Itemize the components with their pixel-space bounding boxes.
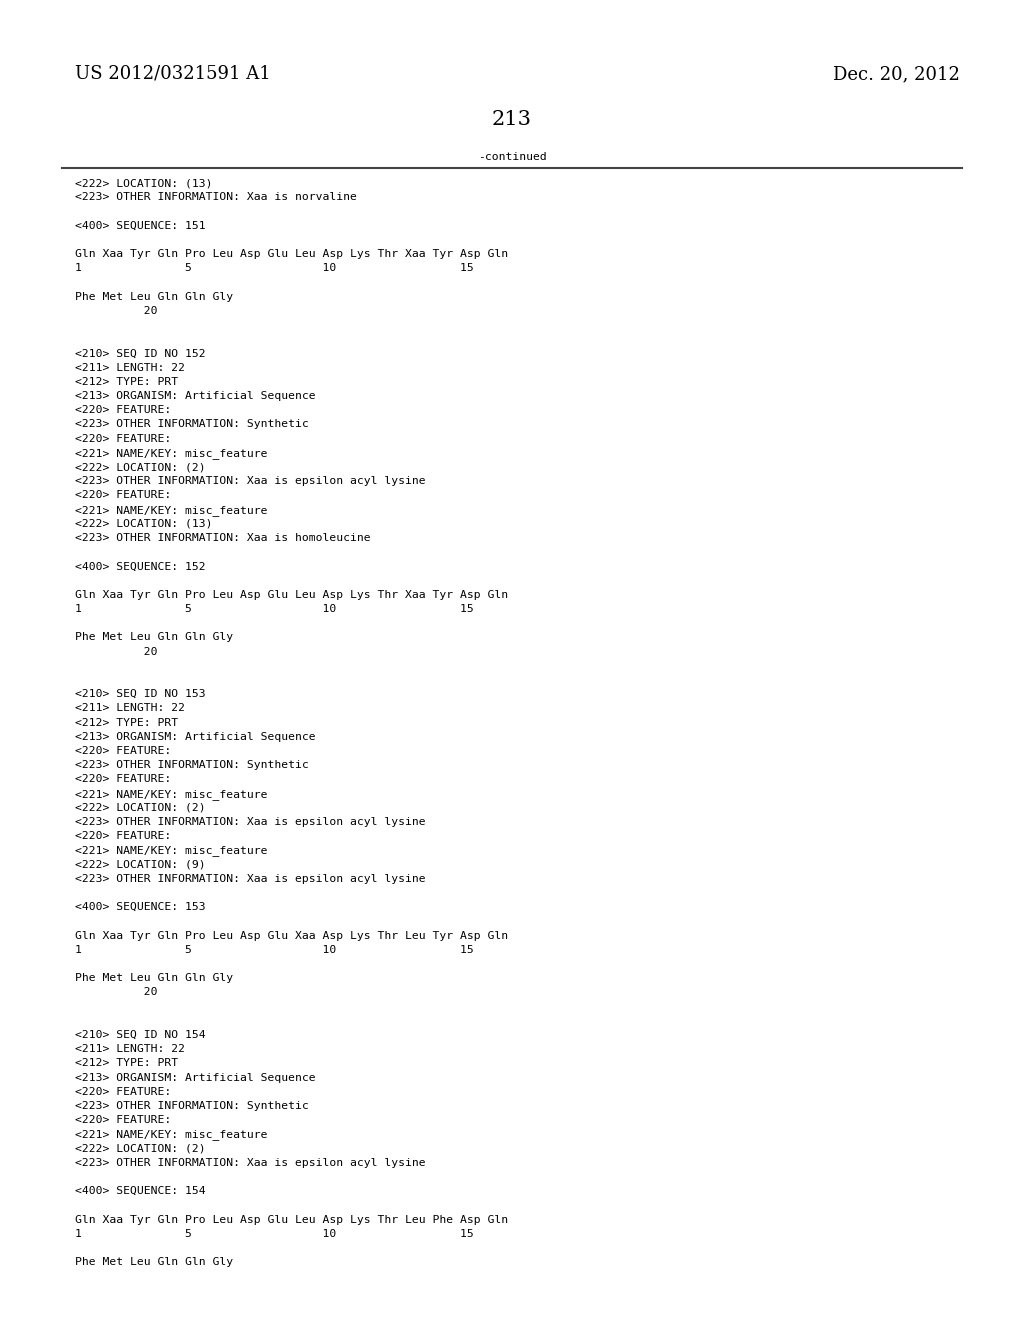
Text: <221> NAME/KEY: misc_feature: <221> NAME/KEY: misc_feature <box>75 447 267 459</box>
Text: Phe Met Leu Gln Gln Gly: Phe Met Leu Gln Gln Gly <box>75 632 233 643</box>
Text: 1               5                   10                  15: 1 5 10 15 <box>75 263 474 273</box>
Text: Dec. 20, 2012: Dec. 20, 2012 <box>834 65 961 83</box>
Text: <212> TYPE: PRT: <212> TYPE: PRT <box>75 1059 178 1068</box>
Text: <221> NAME/KEY: misc_feature: <221> NAME/KEY: misc_feature <box>75 504 267 516</box>
Text: <223> OTHER INFORMATION: Synthetic: <223> OTHER INFORMATION: Synthetic <box>75 1101 309 1111</box>
Text: -continued: -continued <box>477 152 547 162</box>
Text: <223> OTHER INFORMATION: Xaa is norvaline: <223> OTHER INFORMATION: Xaa is norvalin… <box>75 193 357 202</box>
Text: <400> SEQUENCE: 154: <400> SEQUENCE: 154 <box>75 1187 206 1196</box>
Text: 1               5                   10                  15: 1 5 10 15 <box>75 1229 474 1238</box>
Text: <220> FEATURE:: <220> FEATURE: <box>75 746 171 756</box>
Text: <212> TYPE: PRT: <212> TYPE: PRT <box>75 376 178 387</box>
Text: <210> SEQ ID NO 154: <210> SEQ ID NO 154 <box>75 1030 206 1040</box>
Text: <213> ORGANISM: Artificial Sequence: <213> ORGANISM: Artificial Sequence <box>75 391 315 401</box>
Text: <400> SEQUENCE: 153: <400> SEQUENCE: 153 <box>75 902 206 912</box>
Text: <222> LOCATION: (2): <222> LOCATION: (2) <box>75 462 206 473</box>
Text: <210> SEQ ID NO 152: <210> SEQ ID NO 152 <box>75 348 206 359</box>
Text: <220> FEATURE:: <220> FEATURE: <box>75 1086 171 1097</box>
Text: 20: 20 <box>75 987 158 998</box>
Text: <220> FEATURE:: <220> FEATURE: <box>75 832 171 841</box>
Text: <222> LOCATION: (13): <222> LOCATION: (13) <box>75 519 213 529</box>
Text: <222> LOCATION: (2): <222> LOCATION: (2) <box>75 1143 206 1154</box>
Text: 20: 20 <box>75 647 158 656</box>
Text: Phe Met Leu Gln Gln Gly: Phe Met Leu Gln Gln Gly <box>75 973 233 983</box>
Text: Phe Met Leu Gln Gln Gly: Phe Met Leu Gln Gln Gly <box>75 292 233 301</box>
Text: <220> FEATURE:: <220> FEATURE: <box>75 433 171 444</box>
Text: <221> NAME/KEY: misc_feature: <221> NAME/KEY: misc_feature <box>75 1130 267 1140</box>
Text: <223> OTHER INFORMATION: Synthetic: <223> OTHER INFORMATION: Synthetic <box>75 420 309 429</box>
Text: <213> ORGANISM: Artificial Sequence: <213> ORGANISM: Artificial Sequence <box>75 731 315 742</box>
Text: Phe Met Leu Gln Gln Gly: Phe Met Leu Gln Gln Gly <box>75 1257 233 1267</box>
Text: Gln Xaa Tyr Gln Pro Leu Asp Glu Leu Asp Lys Thr Leu Phe Asp Gln: Gln Xaa Tyr Gln Pro Leu Asp Glu Leu Asp … <box>75 1214 508 1225</box>
Text: <223> OTHER INFORMATION: Xaa is epsilon acyl lysine: <223> OTHER INFORMATION: Xaa is epsilon … <box>75 477 426 486</box>
Text: <223> OTHER INFORMATION: Xaa is homoleucine: <223> OTHER INFORMATION: Xaa is homoleuc… <box>75 533 371 543</box>
Text: Gln Xaa Tyr Gln Pro Leu Asp Glu Leu Asp Lys Thr Xaa Tyr Asp Gln: Gln Xaa Tyr Gln Pro Leu Asp Glu Leu Asp … <box>75 590 508 599</box>
Text: <220> FEATURE:: <220> FEATURE: <box>75 1115 171 1125</box>
Text: Gln Xaa Tyr Gln Pro Leu Asp Glu Leu Asp Lys Thr Xaa Tyr Asp Gln: Gln Xaa Tyr Gln Pro Leu Asp Glu Leu Asp … <box>75 249 508 259</box>
Text: <211> LENGTH: 22: <211> LENGTH: 22 <box>75 1044 185 1055</box>
Text: <212> TYPE: PRT: <212> TYPE: PRT <box>75 718 178 727</box>
Text: <211> LENGTH: 22: <211> LENGTH: 22 <box>75 363 185 372</box>
Text: 1               5                   10                  15: 1 5 10 15 <box>75 605 474 614</box>
Text: <210> SEQ ID NO 153: <210> SEQ ID NO 153 <box>75 689 206 700</box>
Text: <400> SEQUENCE: 151: <400> SEQUENCE: 151 <box>75 220 206 231</box>
Text: <222> LOCATION: (2): <222> LOCATION: (2) <box>75 803 206 813</box>
Text: 20: 20 <box>75 306 158 315</box>
Text: <211> LENGTH: 22: <211> LENGTH: 22 <box>75 704 185 713</box>
Text: <223> OTHER INFORMATION: Xaa is epsilon acyl lysine: <223> OTHER INFORMATION: Xaa is epsilon … <box>75 874 426 884</box>
Text: <223> OTHER INFORMATION: Synthetic: <223> OTHER INFORMATION: Synthetic <box>75 760 309 770</box>
Text: 1               5                   10                  15: 1 5 10 15 <box>75 945 474 954</box>
Text: <223> OTHER INFORMATION: Xaa is epsilon acyl lysine: <223> OTHER INFORMATION: Xaa is epsilon … <box>75 817 426 828</box>
Text: <222> LOCATION: (9): <222> LOCATION: (9) <box>75 859 206 870</box>
Text: <220> FEATURE:: <220> FEATURE: <box>75 491 171 500</box>
Text: <222> LOCATION: (13): <222> LOCATION: (13) <box>75 178 213 187</box>
Text: <221> NAME/KEY: misc_feature: <221> NAME/KEY: misc_feature <box>75 845 267 857</box>
Text: <400> SEQUENCE: 152: <400> SEQUENCE: 152 <box>75 561 206 572</box>
Text: <213> ORGANISM: Artificial Sequence: <213> ORGANISM: Artificial Sequence <box>75 1073 315 1082</box>
Text: Gln Xaa Tyr Gln Pro Leu Asp Glu Xaa Asp Lys Thr Leu Tyr Asp Gln: Gln Xaa Tyr Gln Pro Leu Asp Glu Xaa Asp … <box>75 931 508 941</box>
Text: <220> FEATURE:: <220> FEATURE: <box>75 405 171 416</box>
Text: <220> FEATURE:: <220> FEATURE: <box>75 775 171 784</box>
Text: 213: 213 <box>492 110 532 129</box>
Text: <221> NAME/KEY: misc_feature: <221> NAME/KEY: misc_feature <box>75 788 267 800</box>
Text: <223> OTHER INFORMATION: Xaa is epsilon acyl lysine: <223> OTHER INFORMATION: Xaa is epsilon … <box>75 1158 426 1168</box>
Text: US 2012/0321591 A1: US 2012/0321591 A1 <box>75 65 270 83</box>
